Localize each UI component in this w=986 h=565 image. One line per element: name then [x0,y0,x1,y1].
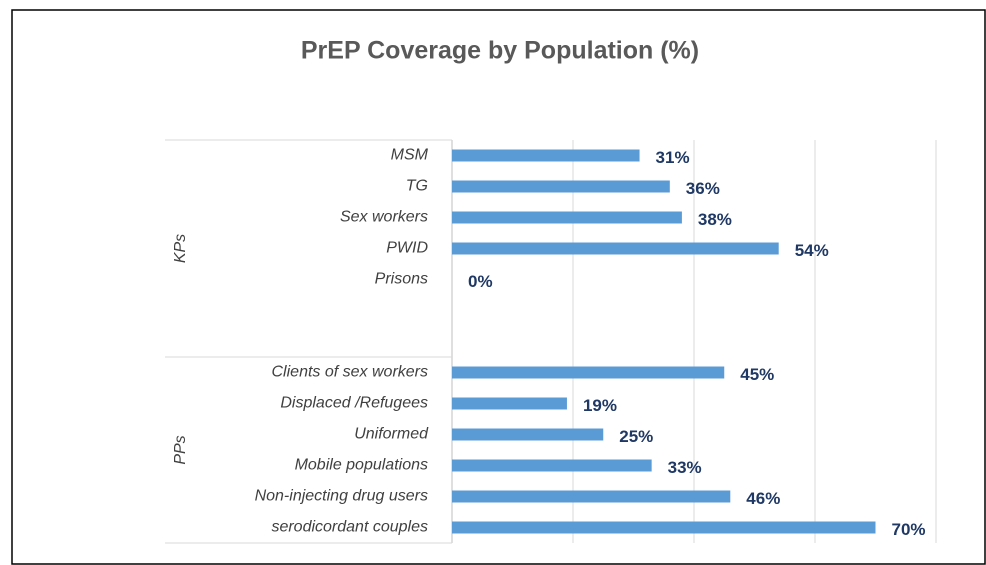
chart-border [11,9,986,565]
data-label: 46% [746,489,780,508]
data-label: 70% [892,520,926,539]
bar [452,211,682,224]
bar [452,149,640,162]
data-label: 33% [668,458,702,477]
bar [452,428,604,441]
bar [452,397,567,410]
bar [452,459,652,472]
category-label: Clients of sex workers [272,364,429,381]
category-label: Sex workers [340,209,428,226]
category-label: Non-injecting drug users [255,488,428,505]
category-label: serodicordant couples [271,519,428,536]
category-label: Displaced /Refugees [280,395,428,412]
category-label: Mobile populations [295,457,428,474]
data-label: 0% [468,272,493,291]
data-label: 19% [583,396,617,415]
bar [452,180,670,193]
data-label: 31% [656,148,690,167]
bar [452,366,725,379]
data-label: 38% [698,210,732,229]
category-label: TG [406,178,428,195]
bar [452,521,876,534]
group-label: KPs [172,234,189,263]
data-label: 45% [740,365,774,384]
category-label: Uniformed [354,426,429,443]
category-label: PWID [386,240,428,257]
category-label: MSM [391,147,429,164]
data-label: 54% [795,241,829,260]
category-label: Prisons [375,271,428,288]
bar [452,242,779,255]
data-label: 36% [686,179,720,198]
data-label: 25% [619,427,653,446]
chart-title: PrEP Coverage by Population (%) [301,37,699,65]
group-label: PPs [172,435,189,464]
bar [452,490,731,503]
